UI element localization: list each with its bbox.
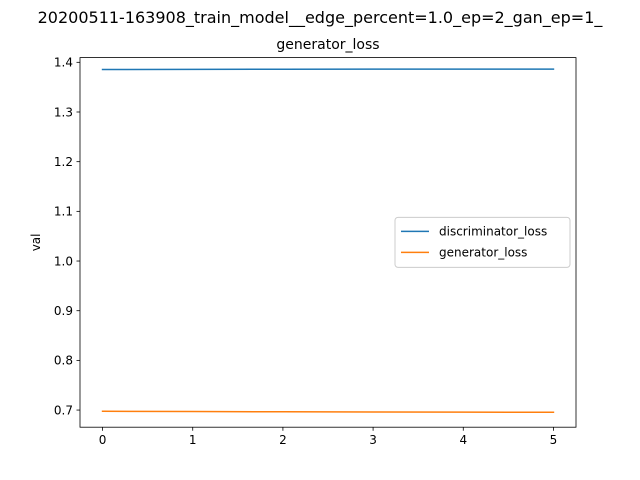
x-tick-label: 3 [369,433,377,447]
figure-suptitle: 20200511-163908_train_model__edge_percen… [38,8,604,28]
legend-box [394,216,571,268]
x-tick-label: 5 [550,433,558,447]
series-lines [101,68,555,414]
series-line-generator-loss [101,410,555,414]
y-axis-label: val [29,234,43,252]
x-tick-label: 1 [189,433,197,447]
legend-label: discriminator_loss [439,225,547,239]
x-tick-label: 2 [279,433,287,447]
y-tick-label: 0.9 [54,304,73,318]
x-tick-label: 4 [459,433,467,447]
y-tick-label: 0.8 [54,354,73,368]
chart-title: generator_loss [276,37,379,53]
y-tick-label: 0.7 [54,403,73,417]
x-axis: 0 1 2 3 4 5 [99,427,558,447]
y-axis: 0.7 0.8 0.9 1.0 1.1 1.2 1.3 1.4 [54,56,80,417]
y-tick-label: 1.3 [54,105,73,119]
legend-label: generator_loss [439,246,527,260]
y-tick-label: 1.1 [54,205,73,219]
y-tick-label: 1.2 [54,155,73,169]
y-tick-label: 1.4 [54,56,73,70]
x-tick-label: 0 [99,433,107,447]
legend: discriminator_loss generator_loss [394,216,571,268]
y-tick-label: 1.0 [54,254,73,268]
